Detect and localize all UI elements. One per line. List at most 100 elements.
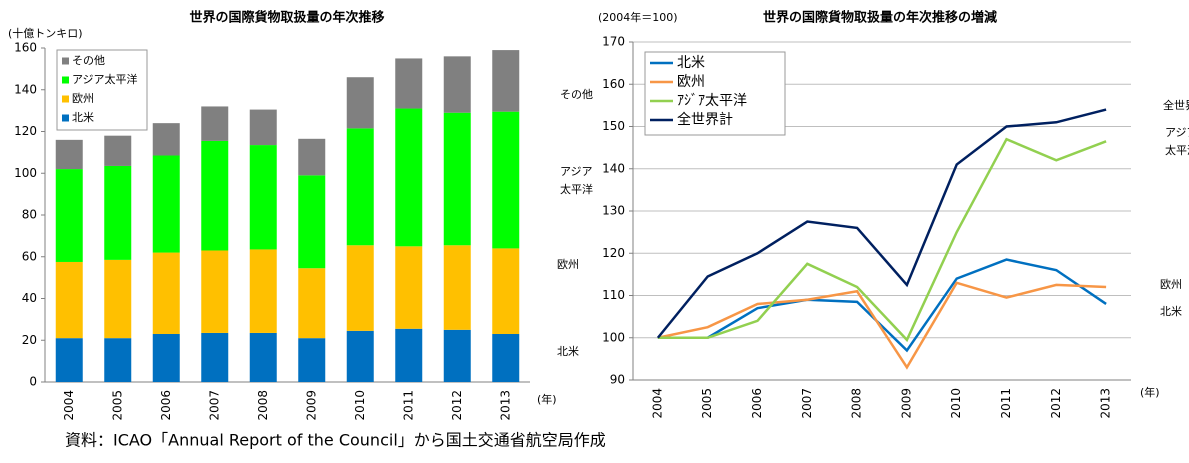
bar-segment — [395, 328, 423, 382]
bar-segment — [104, 338, 132, 382]
annotation: 北米 — [1160, 305, 1182, 318]
bar-segment — [395, 246, 423, 329]
x-tick-label: 2005 — [110, 390, 124, 421]
x-tick-label: 2011 — [999, 388, 1013, 419]
bar-segment — [55, 139, 83, 170]
y-tick-label: 120 — [14, 124, 37, 138]
legend-label: アジア太平洋 — [72, 72, 138, 86]
x-tick-label: 2013 — [498, 390, 512, 421]
legend-label: 欧州 — [677, 74, 705, 90]
x-unit: (年) — [1140, 385, 1160, 399]
bar-segment — [298, 338, 326, 382]
bar-segment — [443, 245, 471, 330]
legend-swatch — [62, 57, 69, 65]
bar-segment — [55, 338, 83, 382]
bar-segment — [104, 259, 132, 339]
bar-segment — [152, 252, 180, 334]
legend-swatch — [62, 95, 69, 103]
y-tick-label: 100 — [14, 166, 37, 180]
legend-label: 北米 — [677, 55, 705, 71]
y-tick-label: 140 — [602, 161, 625, 175]
series-line — [656, 108, 1107, 339]
y-tick-label: 160 — [602, 77, 625, 91]
x-tick-label: 2004 — [650, 388, 664, 419]
bar-segment — [249, 249, 277, 333]
x-tick-label: 2007 — [207, 390, 221, 421]
x-tick-label: 2012 — [1049, 388, 1063, 419]
annotation: アジア — [560, 165, 593, 178]
bar-segment — [298, 138, 326, 176]
x-tick-label: 2004 — [62, 390, 76, 421]
annotation: 欧州 — [557, 258, 579, 271]
y-tick-label: 160 — [14, 41, 37, 55]
bar-segment — [249, 109, 277, 146]
bar-segment — [298, 175, 326, 269]
bar-segment — [201, 106, 229, 141]
x-tick-label: 2013 — [1099, 388, 1113, 419]
bar-segment — [249, 332, 277, 382]
bar-segment — [346, 77, 374, 129]
bar-segment — [152, 333, 180, 382]
legend-label: 北米 — [72, 111, 94, 124]
x-tick-label: 2008 — [850, 388, 864, 419]
bar-segment — [492, 111, 520, 249]
annotation: 欧州 — [1160, 278, 1182, 291]
annotation: アジア — [1165, 126, 1189, 139]
x-tick-label: 2012 — [450, 390, 464, 421]
x-unit: (年) — [537, 392, 557, 406]
series-line — [657, 281, 1107, 370]
source-note: 資料：ICAO「Annual Report of the Council」から国… — [65, 431, 606, 450]
bar-segment — [346, 330, 374, 382]
bar-segment — [395, 108, 423, 247]
legend-label: その他 — [72, 54, 105, 67]
bar-segment — [152, 123, 180, 156]
y-tick-label: 60 — [22, 249, 37, 263]
bar-segment — [492, 50, 520, 112]
bar-segment — [152, 155, 180, 253]
y-tick-label: 0 — [29, 375, 37, 389]
chart-title: 世界の国際貨物取扱量の年次推移の増減 — [763, 10, 997, 26]
axis-unit: (2004年＝100) — [598, 10, 678, 24]
legend-swatch — [62, 114, 69, 122]
annotation: 太平洋 — [560, 182, 593, 196]
x-tick-label: 2011 — [401, 390, 415, 421]
legend-label: 全世界計 — [677, 111, 733, 128]
series-line — [657, 137, 1107, 343]
y-tick-label: 20 — [22, 333, 37, 347]
bar-segment — [395, 58, 423, 109]
bar-segment — [104, 165, 132, 260]
y-tick-label: 140 — [14, 82, 37, 96]
bar-segment — [55, 169, 83, 262]
series-line — [657, 258, 1107, 353]
legend-label: 欧州 — [72, 92, 94, 105]
y-tick-label: 130 — [602, 204, 625, 218]
y-tick-label: 100 — [602, 330, 625, 344]
legend-swatch — [62, 76, 69, 84]
x-tick-label: 2005 — [700, 388, 714, 419]
annotation: 全世界計 — [1163, 98, 1189, 112]
bar-segment — [443, 56, 471, 113]
bar-segment — [201, 332, 229, 382]
bar-segment — [249, 145, 277, 250]
x-tick-label: 2007 — [800, 388, 814, 419]
annotation: 太平洋 — [1165, 143, 1189, 157]
bar-segment — [346, 128, 374, 246]
annotation: 北米 — [557, 345, 579, 358]
bar-segment — [298, 268, 326, 339]
y-tick-label: 110 — [602, 288, 625, 302]
x-tick-label: 2009 — [899, 388, 913, 419]
y-tick-label: 120 — [602, 246, 625, 260]
x-tick-label: 2009 — [304, 390, 318, 421]
x-tick-label: 2010 — [353, 390, 367, 421]
bar-segment — [443, 112, 471, 246]
legend-box — [56, 49, 148, 131]
bar-segment — [104, 135, 132, 166]
y-tick-label: 170 — [602, 35, 625, 49]
bar-segment — [55, 261, 83, 339]
axis-unit: (十億トンキロ) — [8, 26, 83, 40]
bar-segment — [201, 250, 229, 333]
chart-title: 世界の国際貨物取扱量の年次推移 — [189, 10, 384, 26]
y-tick-label: 150 — [602, 119, 625, 133]
x-tick-label: 2010 — [949, 388, 963, 419]
